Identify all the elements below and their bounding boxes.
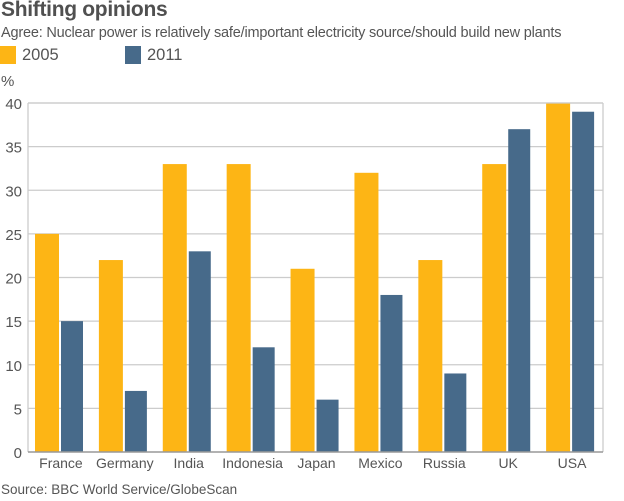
gridlines <box>28 102 603 410</box>
bar-france-2011 <box>61 321 83 452</box>
y-tick-label-10: 10 <box>5 358 22 375</box>
legend-item-2011: 2011 <box>125 45 182 65</box>
x-tick-label-uk: UK <box>498 455 518 471</box>
bar-russia-2005 <box>418 260 443 452</box>
legend-label-2005: 2005 <box>22 45 59 64</box>
y-tick-label-40: 40 <box>5 96 22 113</box>
y-tick-label-35: 35 <box>5 140 22 157</box>
y-tick-label-15: 15 <box>5 314 22 331</box>
bar-japan-2005 <box>290 268 315 452</box>
legend-swatch-2005 <box>0 46 16 64</box>
legend-item-2005: 2005 <box>0 45 59 65</box>
y-tick-label-0: 0 <box>14 445 22 462</box>
chart-subtitle: Agree: Nuclear power is relatively safe/… <box>1 25 562 41</box>
bars <box>35 103 595 453</box>
x-tick-label-france: France <box>39 455 83 471</box>
x-tick-label-usa: USA <box>558 455 587 471</box>
bar-germany-2011 <box>124 390 147 452</box>
source-note: Source: BBC World Service/GlobeScan <box>1 482 238 497</box>
bar-india-2011 <box>188 251 211 452</box>
bar-uk-2005 <box>482 164 507 452</box>
plot-frame <box>27 102 604 453</box>
bar-indonesia-2005 <box>226 164 251 452</box>
legend-swatch-2011 <box>125 46 141 64</box>
bar-france-2005 <box>35 233 59 452</box>
bar-usa-2005 <box>546 103 571 452</box>
bar-russia-2011 <box>444 373 467 452</box>
y-tick-label-5: 5 <box>14 401 22 418</box>
y-axis-unit-label: % <box>1 73 15 90</box>
bar-usa-2011 <box>572 111 595 452</box>
x-tick-label-russia: Russia <box>423 455 466 471</box>
legend-label-2011: 2011 <box>147 45 183 64</box>
bar-mexico-2005 <box>354 172 379 453</box>
x-tick-label-japan: Japan <box>297 455 335 471</box>
bar-japan-2011 <box>316 399 339 452</box>
bar-germany-2005 <box>98 260 123 452</box>
x-tick-label-mexico: Mexico <box>358 455 403 471</box>
bar-mexico-2011 <box>380 294 403 452</box>
x-tick-label-indonesia: Indonesia <box>222 455 283 471</box>
bar-india-2005 <box>162 164 187 452</box>
x-tick-label-germany: Germany <box>96 455 154 471</box>
bar-indonesia-2011 <box>252 347 275 452</box>
y-tick-label-30: 30 <box>5 183 22 200</box>
bar-uk-2011 <box>508 129 531 453</box>
chart-title: Shifting opinions <box>1 0 168 21</box>
x-tick-label-india: India <box>174 455 205 471</box>
y-axis-ticks: 0 5 10 15 20 25 30 35 40 <box>5 96 22 462</box>
y-tick-label-25: 25 <box>5 227 22 244</box>
x-axis-ticks: France Germany India Indonesia Japan Mexico Ru… <box>39 455 587 471</box>
y-tick-label-20: 20 <box>5 271 22 288</box>
